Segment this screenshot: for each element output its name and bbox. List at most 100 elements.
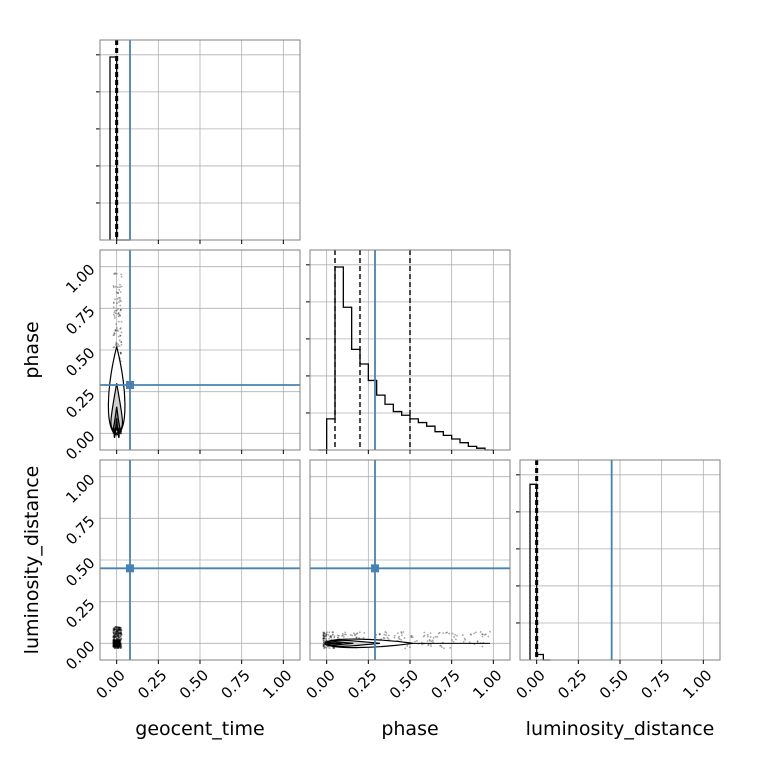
sample-point bbox=[456, 634, 458, 637]
panel-luminosity_distance-vs-luminosity_distance bbox=[516, 459, 721, 664]
sample-point bbox=[354, 633, 356, 636]
sample-point bbox=[119, 297, 121, 299]
sample-point bbox=[120, 275, 123, 278]
sample-point bbox=[119, 646, 122, 649]
sample-point bbox=[120, 343, 123, 346]
sample-point bbox=[116, 626, 119, 628]
sample-point bbox=[117, 634, 120, 637]
sample-point bbox=[355, 633, 358, 635]
sample-point bbox=[120, 341, 123, 343]
sample-point bbox=[120, 341, 123, 344]
sample-point bbox=[115, 627, 118, 629]
sample-point bbox=[113, 626, 116, 629]
sample-point bbox=[118, 339, 121, 342]
sample-point bbox=[332, 631, 334, 634]
sample-point bbox=[115, 630, 118, 633]
sample-point bbox=[117, 629, 120, 632]
sample-point bbox=[119, 299, 121, 302]
sample-point bbox=[393, 634, 396, 637]
sample-point bbox=[403, 637, 406, 639]
sample-point bbox=[117, 635, 120, 638]
sample-point bbox=[112, 628, 115, 631]
sample-point bbox=[115, 632, 118, 635]
sample-point bbox=[120, 638, 123, 641]
sample-point bbox=[322, 638, 325, 640]
sample-point bbox=[333, 636, 336, 639]
sample-point bbox=[119, 626, 122, 629]
sample-point bbox=[400, 634, 403, 637]
sample-point bbox=[323, 632, 326, 635]
sample-point bbox=[427, 644, 430, 647]
sample-point bbox=[114, 272, 117, 274]
sample-point bbox=[430, 645, 432, 648]
sample-point bbox=[358, 631, 361, 634]
sample-point bbox=[119, 351, 122, 354]
sample-point bbox=[119, 309, 122, 312]
sample-point bbox=[115, 632, 118, 635]
sample-point bbox=[437, 632, 440, 635]
sample-point bbox=[114, 635, 117, 638]
sample-point bbox=[451, 632, 454, 635]
sample-point bbox=[385, 634, 387, 637]
sample-point bbox=[113, 315, 116, 318]
sample-point bbox=[481, 633, 483, 636]
sample-point bbox=[323, 643, 326, 646]
sample-point bbox=[116, 631, 119, 633]
sample-point bbox=[115, 629, 118, 631]
sample-point bbox=[322, 632, 325, 635]
sample-point bbox=[440, 646, 443, 649]
sample-point bbox=[119, 328, 122, 330]
sample-point bbox=[115, 636, 118, 639]
sample-point bbox=[116, 631, 119, 634]
sample-point bbox=[427, 643, 430, 646]
sample-point bbox=[445, 632, 447, 634]
sample-point bbox=[117, 634, 120, 637]
sample-point bbox=[115, 633, 118, 636]
sample-point bbox=[322, 639, 325, 642]
sample-point bbox=[119, 632, 122, 634]
sample-point bbox=[120, 632, 123, 634]
sample-point bbox=[114, 343, 117, 346]
sample-point bbox=[116, 627, 118, 630]
sample-point bbox=[117, 628, 120, 631]
sample-point bbox=[120, 644, 123, 646]
sample-point bbox=[326, 645, 329, 648]
sample-point bbox=[322, 637, 325, 640]
sample-point bbox=[112, 629, 115, 632]
sample-point bbox=[113, 629, 116, 632]
sample-point bbox=[327, 634, 330, 636]
sample-point bbox=[325, 639, 328, 642]
sample-point bbox=[411, 636, 414, 639]
sample-point bbox=[434, 635, 437, 638]
sample-point bbox=[118, 632, 121, 635]
sample-point bbox=[119, 352, 122, 355]
sample-point bbox=[409, 646, 411, 648]
sample-point bbox=[426, 635, 429, 638]
sample-point bbox=[116, 647, 119, 649]
panel-phase-vs-geocent_time bbox=[99, 249, 301, 454]
sample-point bbox=[119, 626, 122, 629]
sample-point bbox=[117, 634, 119, 636]
sample-point bbox=[115, 632, 118, 635]
sample-point bbox=[117, 626, 120, 629]
sample-point bbox=[481, 635, 484, 638]
sample-point bbox=[117, 312, 119, 315]
sample-point bbox=[489, 630, 491, 633]
sample-point bbox=[117, 312, 120, 314]
sample-point bbox=[117, 634, 119, 637]
sample-point bbox=[114, 316, 116, 319]
sample-point bbox=[119, 632, 122, 635]
sample-point bbox=[332, 646, 334, 649]
sample-point bbox=[116, 631, 118, 634]
sample-point bbox=[378, 632, 381, 635]
sample-point bbox=[398, 635, 401, 638]
sample-point bbox=[116, 634, 119, 637]
sample-point bbox=[326, 631, 328, 634]
sample-point bbox=[119, 630, 121, 633]
sample-point bbox=[426, 640, 429, 642]
sample-point bbox=[116, 629, 119, 632]
histogram-phase bbox=[318, 266, 494, 451]
sample-point bbox=[333, 647, 336, 650]
sample-point bbox=[410, 634, 413, 637]
sample-point bbox=[113, 332, 116, 335]
